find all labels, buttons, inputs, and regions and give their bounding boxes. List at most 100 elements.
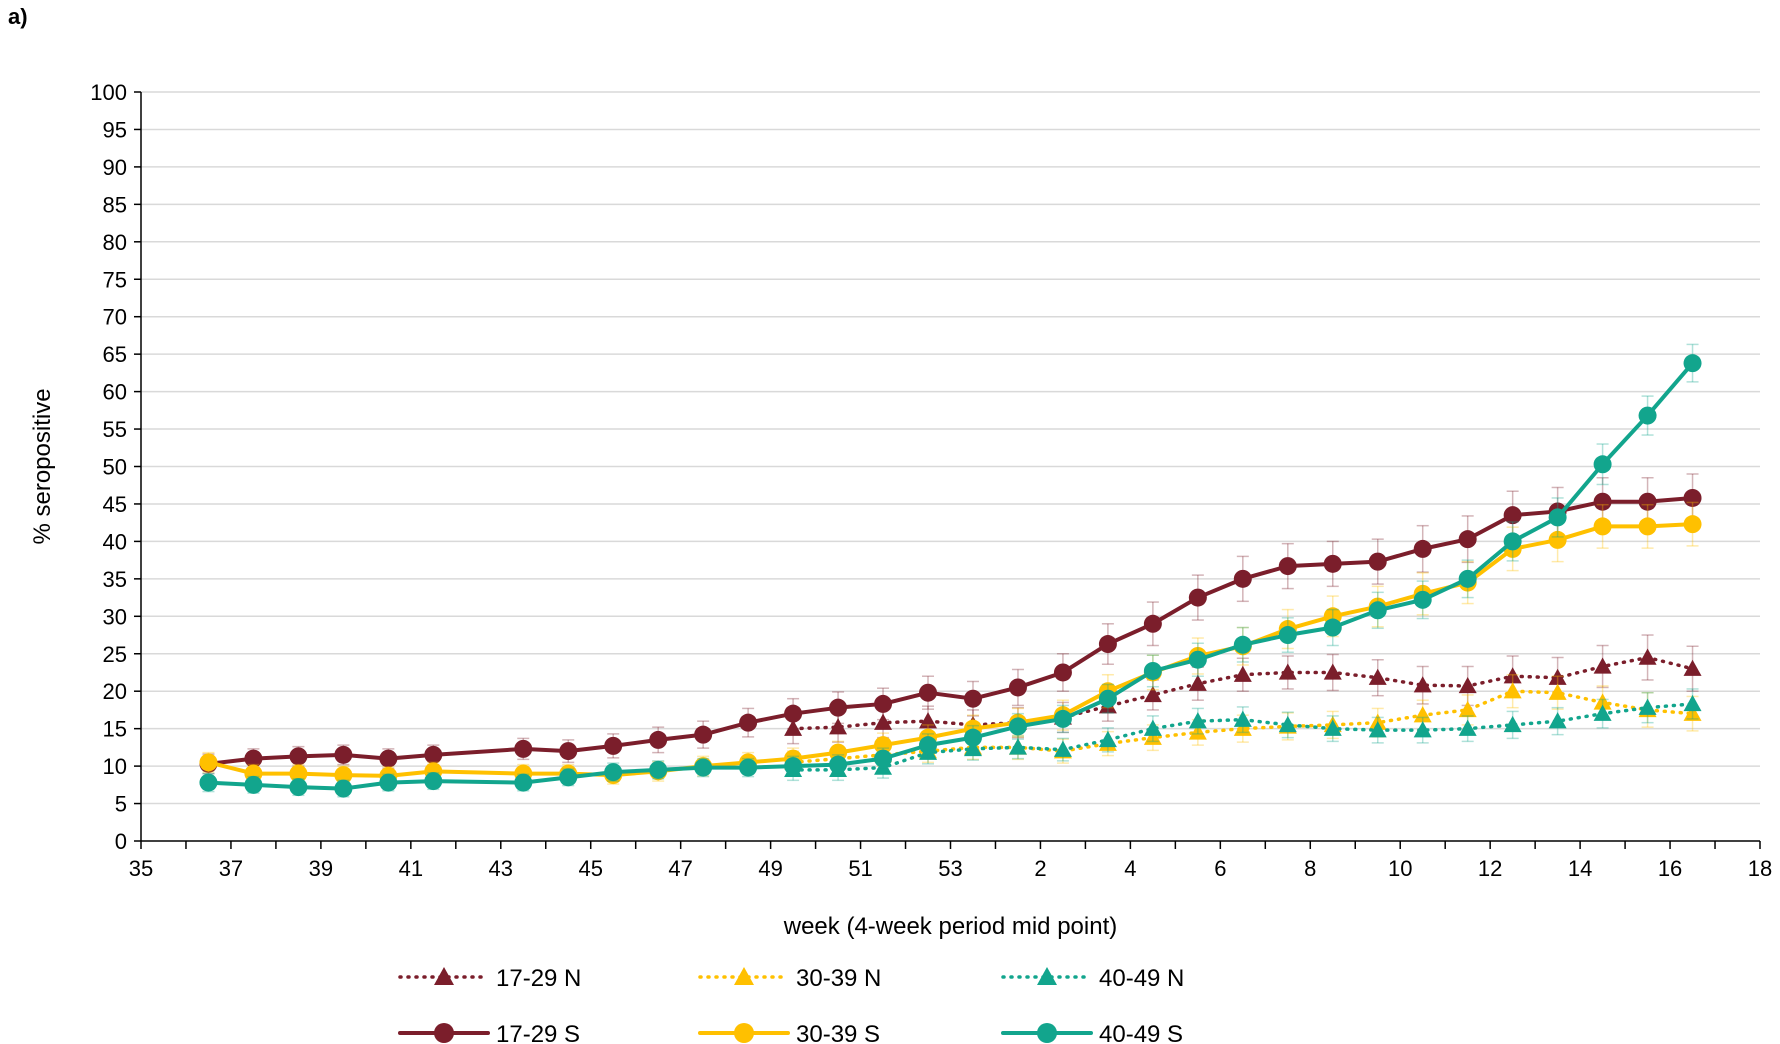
data-point-17-29-n [919,712,938,729]
data-point-17-29-s [1368,552,1387,571]
x-tick-label: 10 [1388,856,1412,881]
data-point-40-49-s [379,773,398,792]
data-point-17-29-s [1458,530,1477,549]
data-point-17-29-n [829,718,848,735]
x-tick-label: 45 [578,856,602,881]
data-point-40-49-n [1593,704,1612,721]
data-point-40-49-s [1008,717,1027,736]
data-point-40-49-s [829,755,848,774]
x-tick-label: 49 [758,856,782,881]
data-point-40-49-s [1098,689,1117,708]
data-point-40-49-s [1188,650,1207,669]
data-point-40-49-n [1278,715,1297,733]
data-point-40-49-s [1503,532,1522,551]
data-point-30-39-s [334,766,353,785]
data-point-17-29-n [1503,667,1522,684]
data-point-17-29-n [1368,668,1387,685]
data-point-30-39-n [1683,704,1702,721]
data-point-40-49-n [1143,719,1162,736]
data-point-17-29-s [1233,569,1252,588]
data-point-40-49-s [424,772,443,791]
data-point-40-49-n [1233,710,1252,727]
data-point-40-49-s [1368,601,1387,620]
data-point-40-49-s [1053,709,1072,728]
y-tick-label: 95 [103,117,127,142]
data-point-17-29-s [289,747,308,766]
data-point-17-29-n [1458,676,1477,694]
data-point-17-29-s [379,749,398,768]
data-point-40-49-n [1053,740,1072,757]
data-point-17-29-n [1638,648,1657,665]
data-point-30-39-s [1683,515,1702,534]
y-tick-label: 85 [103,192,127,217]
data-point-17-29-s [784,704,803,723]
data-point-17-29-n [1413,676,1432,693]
legend-marker-40-49-n [1037,967,1057,985]
data-point-40-49-s [739,758,758,777]
legend-label-17-29-n: 17-29 N [496,965,581,992]
data-point-40-49-s [1683,354,1702,373]
data-point-30-39-s [289,764,308,783]
data-point-17-29-s [1143,614,1162,633]
data-point-40-49-s [1278,626,1297,645]
data-point-40-49-s [244,775,263,794]
data-point-17-29-s [649,730,668,749]
legend-label-40-49-s: 40-49 S [1099,1021,1183,1044]
data-point-17-29-s [1278,557,1297,576]
data-point-17-29-n [1323,663,1342,680]
data-point-17-29-s [1008,678,1027,697]
data-point-40-49-s [514,773,533,792]
data-point-17-29-s [514,739,533,758]
data-point-40-49-s [694,758,713,777]
data-point-17-29-s [919,683,938,702]
legend-label-40-49-n: 40-49 N [1099,965,1184,992]
panel-label: a) [8,4,28,29]
data-point-40-49-n [1098,730,1117,748]
legend-marker-17-29-s [434,1023,454,1043]
data-point-30-39-n [1188,723,1207,740]
data-point-17-29-s [334,745,353,764]
data-point-30-39-n [1503,682,1522,699]
legend-label-30-39-n: 30-39 N [796,965,881,992]
y-tick-label: 75 [103,267,127,292]
y-tick-label: 10 [103,754,127,779]
y-tick-label: 80 [103,230,127,255]
y-tick-label: 35 [103,567,127,592]
x-tick-label: 16 [1658,856,1682,881]
y-tick-label: 65 [103,342,127,367]
data-point-30-39-s [199,753,218,772]
data-point-17-29-n [1143,685,1162,703]
data-point-40-49-s [199,773,218,792]
data-point-40-49-n [1323,719,1342,736]
x-tick-label: 53 [938,856,962,881]
data-point-40-49-s [559,768,578,787]
x-tick-label: 18 [1748,856,1772,881]
y-tick-label: 45 [103,492,127,517]
data-point-17-29-s [559,742,578,761]
data-point-40-49-s [874,749,893,768]
data-point-40-49-n [1458,719,1477,736]
data-point-40-49-n [1368,721,1387,738]
data-point-40-49-s [963,728,982,747]
x-tick-label: 12 [1478,856,1502,881]
data-point-17-29-s [1638,492,1657,511]
data-point-40-49-s [1548,508,1567,527]
data-point-17-29-s [694,725,713,744]
data-point-40-49-n [1503,715,1522,733]
legend-marker-30-39-n [734,967,754,985]
y-tick-label: 5 [115,792,127,817]
data-point-40-49-n [1008,738,1027,755]
data-point-40-49-s [334,779,353,798]
y-tick-label: 40 [103,529,127,554]
data-point-17-29-n [1278,663,1297,680]
x-tick-label: 51 [848,856,872,881]
x-tick-label: 14 [1568,856,1592,881]
data-point-40-49-n [963,739,982,757]
data-point-17-29-s [1098,635,1117,654]
data-point-17-29-n [1188,674,1207,691]
data-point-40-49-s [1233,635,1252,654]
data-point-30-39-s [1638,517,1657,536]
data-point-17-29-n [1548,668,1567,685]
data-point-17-29-s [1593,492,1612,511]
data-point-30-39-n [1233,719,1252,736]
